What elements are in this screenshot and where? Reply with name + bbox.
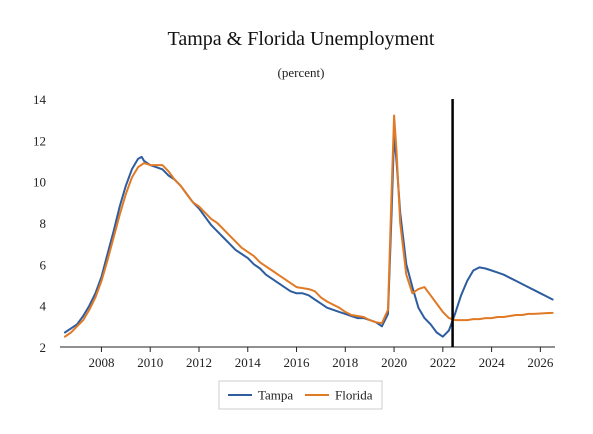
x-tick-label: 2010 (137, 355, 163, 370)
x-tick-label: 2012 (186, 355, 212, 370)
y-tick-label: 10 (33, 175, 46, 190)
legend-label-tampa: Tampa (258, 388, 293, 403)
x-tick-label: 2016 (284, 355, 311, 370)
y-tick-label: 14 (33, 92, 47, 107)
series-layer (63, 114, 554, 338)
chart-subtitle: (percent) (278, 65, 325, 80)
series-line-florida (63, 114, 554, 338)
y-tick-label: 8 (40, 216, 47, 231)
x-tick-label: 2014 (235, 355, 262, 370)
series-line-tampa (63, 133, 554, 338)
legend-label-florida: Florida (335, 388, 373, 403)
y-tick-label: 6 (40, 257, 47, 272)
x-tick-label: 2008 (88, 355, 114, 370)
x-axis: 2008 2010 2012 2014 2016 2018 2020 2022 2024 2026 (88, 347, 554, 370)
x-tick-label: 2018 (332, 355, 358, 370)
x-tick-label: 2022 (430, 355, 456, 370)
legend: Tampa Florida (218, 380, 383, 410)
y-axis: 2 4 6 8 10 12 14 (33, 92, 47, 355)
x-tick-label: 2026 (527, 355, 554, 370)
y-tick-label: 12 (33, 133, 46, 148)
y-tick-label: 4 (40, 299, 47, 314)
x-tick-label: 2024 (479, 355, 506, 370)
chart-title: Tampa & Florida Unemployment (168, 28, 435, 50)
x-tick-label: 2020 (381, 355, 407, 370)
y-tick-label: 2 (40, 340, 47, 355)
